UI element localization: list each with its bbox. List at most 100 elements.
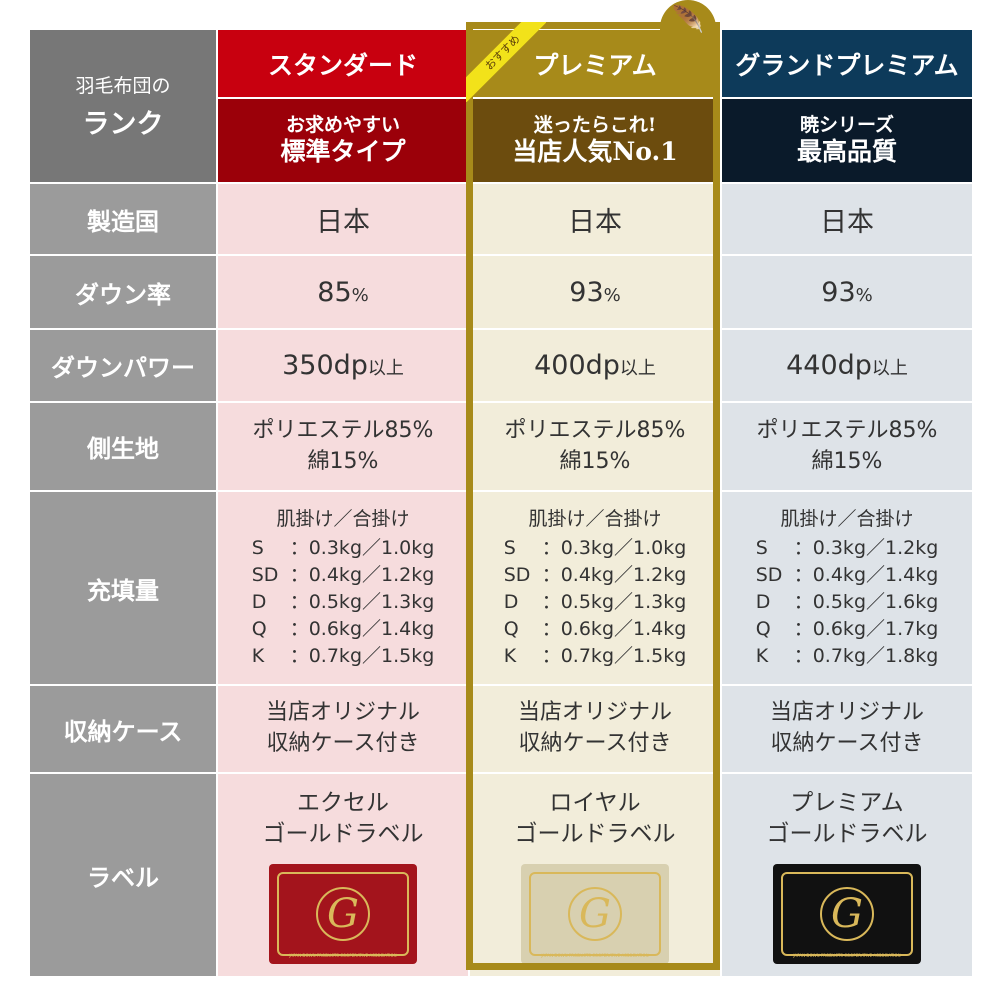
fill-premium: 肌掛け／合掛け S ：0.3kg／1.0kg SD ：0.4kg／1.2kg D ：0.5k… [470,492,720,684]
weight: ：0.3kg／1.0kg [541,537,687,560]
sub1: 迷ったらこれ! [533,114,657,137]
label-name-line1: ロイヤル [549,790,641,816]
sub1: 暁シリーズ [799,114,895,137]
weight: ：0.5kg／1.3kg [541,591,687,613]
tag-premium: ロイヤルゴールドラベル G JAPAN DOWN PRODUCTS COOPERA… [470,774,720,976]
down-power-premium: 400dp以上 [470,330,720,401]
line1: ポリエステル85% [252,417,434,443]
label-name-line1: エクセル [297,790,389,816]
value: 440dp [786,350,872,381]
grand-premium-subtitle: 暁シリーズ 最高品質 [722,99,972,182]
fill-row: K ：0.7kg／1.8kg [756,643,939,670]
association-text: JAPAN DOWN PRODUCTS COOPERATIVE ASSOCIAT… [793,952,901,958]
unit: % [351,284,369,306]
line2: 収納ケース付き [518,731,672,756]
size: K [251,644,265,667]
value: 85 [317,276,352,308]
value: 350dp [282,350,368,381]
swan-g-emblem: G [316,887,370,942]
fill-row: SD ：0.4kg／1.2kg [504,562,687,589]
fill-row: Q ：0.6kg／1.4kg [252,616,435,643]
row-label-down-ratio: ダウン率 [30,256,216,328]
row-label-case: 収納ケース [30,686,216,772]
fill-row: SD ：0.4kg／1.4kg [756,562,939,589]
size: SD [251,564,279,587]
weight: ：0.7kg／1.5kg [289,644,435,667]
fill-row: K ：0.7kg／1.5kg [504,643,687,670]
row-label-origin: 製造国 [30,184,216,254]
value: 93 [821,276,856,308]
fill-grand: 肌掛け／合掛け S ：0.3kg／1.2kg SD ：0.4kg／1.4kg D ：0.5k… [722,492,972,684]
fill-row: K ：0.7kg／1.5kg [252,643,435,670]
size: Q [251,617,267,640]
sub1: お求めやすい [285,114,400,137]
origin-grand: 日本 [722,184,972,254]
row-label-tag: ラベル [30,774,216,976]
label-name-line2: ゴールドラベル [514,821,676,848]
weight: ：0.4kg／1.2kg [541,564,687,587]
fill-row: S ：0.3kg／1.0kg [504,535,687,562]
tag-standard: エクセル ゴールドラベル G JAPAN DOWN PRODUCTS COOPERA… [218,774,468,976]
standard-subtitle: お求めやすい 標準タイプ [218,99,468,182]
comparison-table: 羽毛布団の ランク スタンダード プレミアム グランドプレミアム お求めやすい標… [30,30,972,976]
gold-label-image: G JAPAN DOWN PRODUCTS COOPERATIVE ASSOCIA… [269,864,417,965]
down-ratio-premium: 93% [470,256,720,328]
corner-line2: ランク [82,109,164,140]
weight: ：0.4kg／1.4kg [793,564,939,587]
line2: 収納ケース付き [770,731,924,756]
value: 93 [569,276,604,308]
weight: ：0.5kg／1.6kg [793,591,939,613]
weight: ：0.7kg／1.5kg [541,644,687,667]
sub2: 最高品質 [796,136,897,166]
weight: ：0.6kg／1.4kg [289,617,435,640]
fabric-grand: ポリエステル85% 綿15% [722,403,972,490]
gold-label-image: G JAPAN DOWN PRODUCTS COOPERATIVE ASSOCIA… [773,864,921,965]
fabric-standard: ポリエステル85% 綿15% [218,403,468,490]
association-text: JAPAN DOWN PRODUCTS COOPERATIVE ASSOCIAT… [289,952,397,958]
fabric-premium: ポリエステル85% 綿15% [470,403,720,490]
unit: % [603,284,621,306]
fill-heading: 肌掛け／合掛け [780,508,914,531]
line2: 収納ケース付き [266,731,420,756]
fill-standard: 肌掛け／合掛け S ：0.3kg／1.0kg SD ：0.4kg／1.2kg D ：0.5k… [218,492,468,684]
down-power-standard: 350dp以上 [218,330,468,401]
line1: 当店オリジナル [769,700,924,726]
line2: 綿15% [559,448,631,474]
value: 400dp [534,350,620,381]
fill-row: SD ：0.4kg／1.2kg [252,562,435,589]
down-ratio-grand: 93% [722,256,972,328]
swan-g-emblem: G [820,887,874,942]
weight: ：0.3kg／1.2kg [793,537,939,560]
size: S [503,537,516,560]
line1: ポリエステル85% [504,417,686,443]
weight: ：0.6kg／1.4kg [541,617,687,640]
gold-label-image: G JAPAN DOWN PRODUCTS COOPERATIVE ASSOCIA… [521,864,669,965]
premium-subtitle: 迷ったらこれ! 当店人気No.1 [470,99,720,182]
fill-heading: 肌掛け／合掛け [528,508,662,531]
suffix: 以上 [619,358,656,379]
case-premium: 当店オリジナル 収納ケース付き [470,686,720,772]
origin-standard: 日本 [218,184,468,254]
line1: 当店オリジナル [517,700,672,726]
fill-heading: 肌掛け／合掛け [276,508,410,531]
size: K [755,644,769,667]
case-standard: 当店オリジナル 収納ケース付き [218,686,468,772]
fill-row: D ：0.5kg／1.3kg [252,589,435,616]
weight: ：0.5kg／1.3kg [289,591,435,613]
corner-header: 羽毛布団の ランク [30,30,216,182]
size: S [251,537,264,560]
size: D [503,591,519,613]
line1: 当店オリジナル [265,700,420,726]
line1: ポリエステル85% [756,417,938,443]
ornament-frame [781,872,913,957]
label-name-line2: ゴールドラベル [766,821,928,848]
fill-row: S ：0.3kg／1.0kg [252,535,435,562]
size: S [755,537,768,560]
fill-list: S ：0.3kg／1.0kg SD ：0.4kg／1.2kg D ：0.5kg／1.3kg… [504,535,687,670]
fill-list: S ：0.3kg／1.0kg SD ：0.4kg／1.2kg D ：0.5kg／1.3kg… [252,535,435,670]
standard-title: スタンダード [218,30,468,97]
sub2: 標準タイプ [280,136,406,166]
weight: ：0.6kg／1.7kg [793,617,939,640]
down-power-grand: 440dp以上 [722,330,972,401]
size: K [503,644,517,667]
